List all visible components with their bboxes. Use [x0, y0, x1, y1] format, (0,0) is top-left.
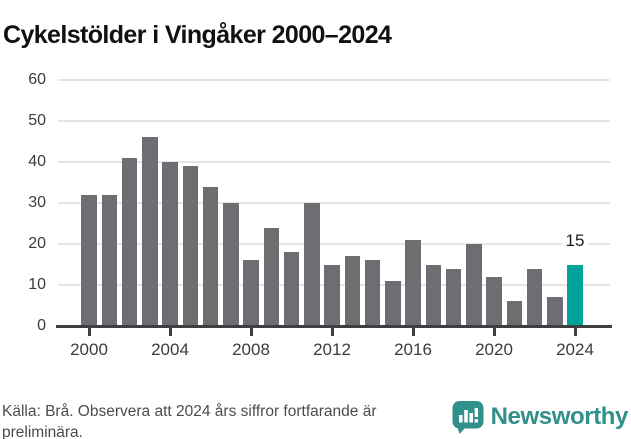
- bar-2010: [283, 252, 300, 326]
- bar-2009: [263, 227, 279, 326]
- bar-2022: [526, 268, 543, 326]
- bar-2008: [243, 260, 259, 326]
- highlight-bar-2024: [567, 264, 583, 326]
- gridline-50: [58, 120, 610, 122]
- x-axis-label-2024: 2024: [556, 340, 594, 359]
- source-note: Källa: Brå. Observera att 2024 års siffr…: [2, 401, 376, 439]
- newsworthy-logo-icon: [452, 400, 484, 434]
- bar-2015: [385, 280, 401, 326]
- y-axis-label: 30: [28, 193, 46, 211]
- x-axis-tick-2000: [87, 328, 91, 336]
- x-axis-tick-2024: [573, 328, 577, 336]
- bar-2020: [486, 276, 502, 326]
- value-annotation: 15: [561, 231, 589, 251]
- newsworthy-logo[interactable]: Newsworthy: [452, 400, 628, 434]
- x-axis-tick-2008: [249, 328, 253, 336]
- x-axis-tick-2016: [411, 328, 415, 336]
- bar-2017: [425, 264, 441, 326]
- bar-2018: [445, 268, 462, 326]
- newsworthy-logo-text: Newsworthy: [490, 403, 629, 430]
- x-axis-label-2000: 2000: [70, 340, 108, 359]
- x-axis-line: [56, 325, 612, 328]
- bar-2001: [101, 194, 117, 326]
- y-axis-label: 40: [28, 152, 46, 170]
- bar-2000: [81, 194, 97, 326]
- y-axis-label: 20: [28, 234, 46, 252]
- x-axis-label-2004: 2004: [151, 340, 189, 359]
- gridline-20: [58, 243, 610, 245]
- x-axis-tick-2020: [492, 328, 496, 336]
- bar-2021: [506, 301, 522, 326]
- x-axis-label-2008: 2008: [232, 340, 270, 359]
- chart-title: Cykelstölder i Vingåker 2000–2024: [3, 20, 392, 49]
- bar-2005: [182, 166, 198, 326]
- bar-2019: [466, 244, 482, 326]
- bar-2014: [364, 260, 381, 326]
- source-note-line1: Källa: Brå. Observera att 2024 års siffr…: [2, 403, 377, 420]
- source-note-line2: preliminära.: [2, 424, 83, 439]
- y-axis-label: 60: [28, 70, 46, 88]
- y-axis-label: 0: [37, 316, 46, 334]
- gridline-30: [58, 202, 610, 204]
- bar-2002: [121, 157, 138, 326]
- x-axis-tick-2004: [168, 328, 172, 336]
- gridline-60: [58, 79, 610, 81]
- bar-2007: [223, 203, 239, 326]
- x-axis-label-2020: 2020: [475, 340, 513, 359]
- x-axis-tick-2012: [330, 328, 334, 336]
- bar-2016: [405, 239, 421, 326]
- x-axis-label-2016: 2016: [394, 340, 432, 359]
- bar-2011: [304, 203, 320, 326]
- x-axis-label-2012: 2012: [313, 340, 351, 359]
- bar-2004: [162, 162, 178, 326]
- y-axis-label: 10: [28, 275, 46, 293]
- bar-2013: [344, 256, 360, 326]
- bar-2006: [202, 186, 219, 326]
- bar-2003: [142, 137, 158, 326]
- y-axis-label: 50: [28, 111, 46, 129]
- bar-2023: [547, 297, 563, 326]
- gridline-40: [58, 161, 610, 163]
- bar-2012: [324, 264, 340, 326]
